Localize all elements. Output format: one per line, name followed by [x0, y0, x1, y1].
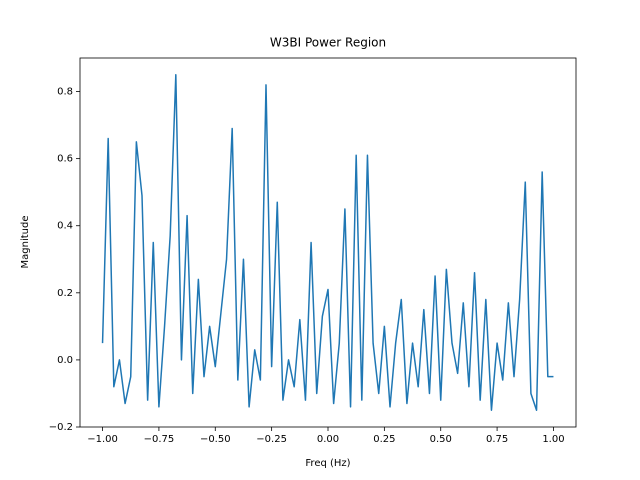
y-tick-label: −0.2	[49, 422, 73, 433]
x-tick-label: −1.00	[87, 434, 118, 445]
y-axis-label: Magnitude	[20, 216, 31, 269]
x-tick-label: 0.75	[486, 434, 508, 445]
x-tick-label: 0.25	[373, 434, 395, 445]
chart-title: W3BI Power Region	[270, 36, 386, 50]
x-tick-label: −0.75	[144, 434, 175, 445]
y-tick-label: 0.8	[57, 87, 73, 98]
x-tick-label: −0.25	[256, 434, 287, 445]
data-line	[101, 74, 554, 411]
y-tick-label: 0.4	[57, 221, 73, 232]
x-axis-label: Freq (Hz)	[305, 458, 350, 469]
x-tick-label: −0.50	[200, 434, 231, 445]
x-tick-label: 0.50	[430, 434, 452, 445]
y-tick-label: 0.6	[57, 154, 73, 165]
y-tick-label: 0.0	[57, 355, 73, 366]
plot-frame	[79, 57, 577, 428]
x-tick-label: 0.00	[317, 434, 339, 445]
y-tick-label: 0.2	[57, 288, 73, 299]
x-tick-label: 1.00	[542, 434, 564, 445]
